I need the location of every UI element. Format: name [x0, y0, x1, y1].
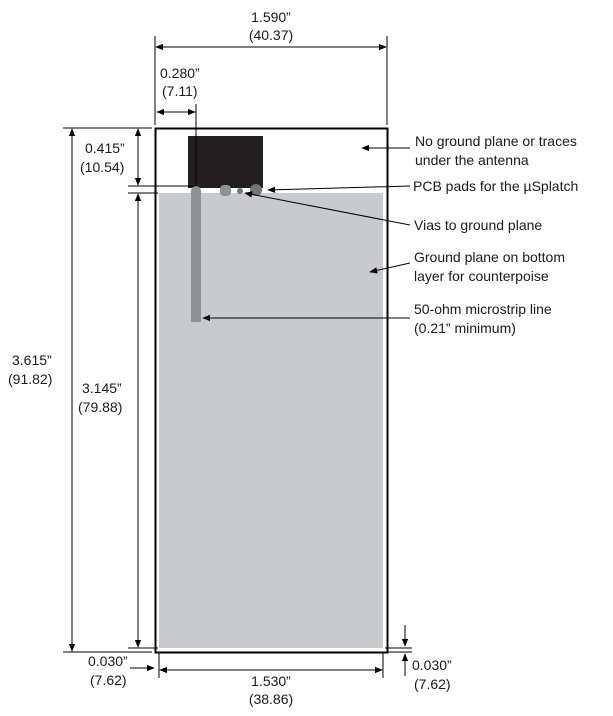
overall-width-mm: (40.37): [249, 27, 293, 43]
callout-vias-leader: [244, 191, 411, 226]
ground-height-mm: (79.88): [78, 399, 122, 415]
overall-width-in: 1.590”: [251, 9, 291, 25]
callout-vias-text: Vias to ground plane: [414, 217, 542, 233]
keepout-mm: (10.54): [80, 159, 124, 175]
callout-ground-line2: layer for counterpoise: [414, 268, 549, 284]
via-1: [237, 188, 243, 194]
left-margin-in: 0.030”: [88, 653, 128, 669]
callout-no-ground-line1: No ground plane or traces: [415, 133, 577, 149]
callout-ground-line1: Ground plane on bottom: [414, 249, 565, 265]
via-2: [250, 184, 262, 196]
ground-width-in: 1.530”: [251, 673, 291, 689]
feed-offset-in: 0.280”: [160, 65, 200, 81]
callout-ground-leader: [369, 262, 411, 274]
antenna-chip: [188, 136, 263, 188]
ground-height-in: 3.145”: [82, 380, 122, 396]
bottom-margin-in: 0.030”: [412, 657, 452, 673]
overall-height-in: 3.615”: [12, 352, 52, 368]
bottom-margin-mm: (7.62): [414, 676, 451, 692]
feed-offset-mm: (7.11): [162, 83, 198, 99]
callout-microstrip-line1: 50-ohm microstrip line: [414, 301, 552, 317]
left-margin-mm: (7.62): [90, 672, 127, 688]
pcb-pad-feed: [191, 186, 201, 196]
pcb-pad-ground: [220, 185, 231, 196]
overall-height-mm: (91.82): [8, 371, 52, 387]
ground-width-mm: (38.86): [249, 691, 293, 707]
callout-pads-text: PCB pads for the µSplatch: [413, 178, 578, 194]
callout-microstrip-line2: (0.21” minimum): [414, 320, 516, 336]
callout-no-ground-line2: under the antenna: [415, 152, 529, 168]
microstrip-trace: [191, 190, 201, 322]
keepout-in: 0.415”: [85, 140, 125, 156]
callout-pads-leader: [267, 185, 411, 193]
